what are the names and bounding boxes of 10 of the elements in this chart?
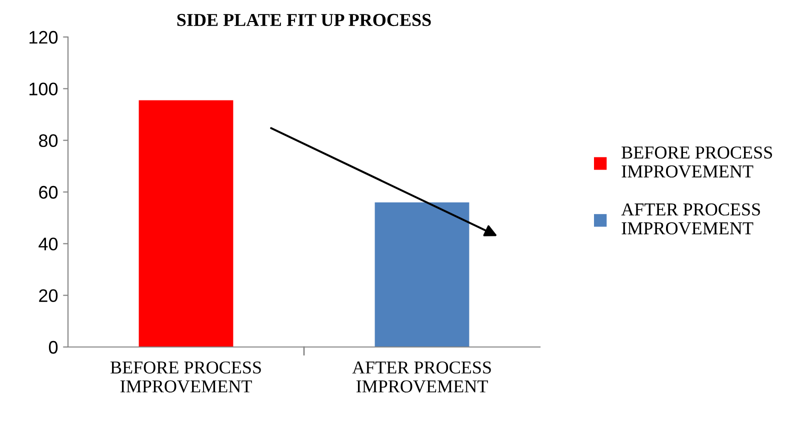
legend-label: AFTER PROCESS IMPROVEMENT [621, 203, 760, 235]
y-tick-label: 60 [39, 186, 58, 199]
y-tick-label: 80 [38, 134, 58, 148]
legend-label: BEFORE PROCESS IMPROVEMENT [622, 146, 772, 178]
y-tick-label: 100 [30, 82, 58, 96]
y-tick-label: 20 [39, 289, 58, 302]
chart-title: SIDE PLATE FIT UP PROCESS [177, 14, 431, 26]
y-tick-label: 120 [30, 30, 58, 44]
y-tick-label: 0 [48, 340, 58, 354]
y-tick-label: 40 [38, 238, 58, 250]
